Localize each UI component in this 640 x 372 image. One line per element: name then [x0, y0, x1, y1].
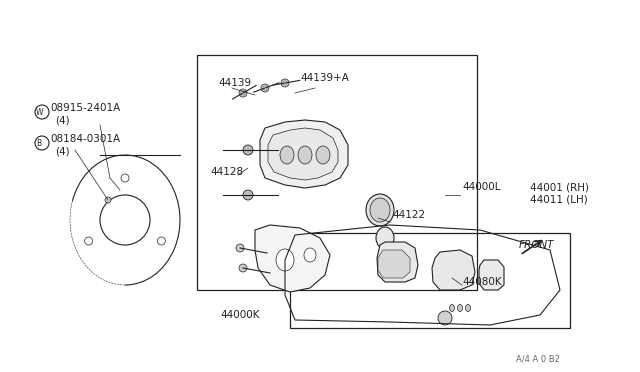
Polygon shape — [255, 225, 330, 292]
Polygon shape — [479, 260, 504, 290]
Text: 44139: 44139 — [218, 78, 251, 88]
Polygon shape — [377, 242, 418, 282]
Text: 44001 (RH): 44001 (RH) — [530, 182, 589, 192]
Polygon shape — [432, 250, 475, 290]
Text: W: W — [35, 108, 43, 116]
Text: 08184-0301A: 08184-0301A — [50, 134, 120, 144]
Ellipse shape — [366, 194, 394, 226]
Text: 44000L: 44000L — [462, 182, 500, 192]
Circle shape — [281, 79, 289, 87]
Ellipse shape — [280, 146, 294, 164]
Text: (4): (4) — [55, 146, 70, 156]
Text: B: B — [36, 138, 42, 148]
Text: 08915-2401A: 08915-2401A — [50, 103, 120, 113]
Ellipse shape — [458, 305, 463, 311]
Circle shape — [239, 264, 247, 272]
Text: A/4 A 0 B2: A/4 A 0 B2 — [516, 355, 560, 364]
Text: 44128: 44128 — [210, 167, 243, 177]
Text: 44139+A: 44139+A — [300, 73, 349, 83]
Ellipse shape — [449, 305, 454, 311]
Ellipse shape — [243, 145, 253, 155]
Text: 44011 (LH): 44011 (LH) — [530, 194, 588, 204]
Ellipse shape — [243, 190, 253, 200]
Ellipse shape — [276, 249, 294, 271]
Polygon shape — [268, 128, 338, 180]
Ellipse shape — [298, 146, 312, 164]
Text: 44122: 44122 — [392, 210, 425, 220]
Bar — [290, 233, 570, 328]
Circle shape — [261, 84, 269, 92]
Circle shape — [105, 197, 111, 203]
Ellipse shape — [316, 146, 330, 164]
Text: 44000K: 44000K — [220, 310, 259, 320]
Circle shape — [283, 81, 287, 85]
Circle shape — [236, 244, 244, 252]
Ellipse shape — [465, 305, 470, 311]
Polygon shape — [260, 120, 348, 188]
Ellipse shape — [376, 227, 394, 249]
Circle shape — [241, 91, 245, 95]
Ellipse shape — [370, 198, 390, 222]
Circle shape — [239, 89, 247, 97]
Text: FRONT: FRONT — [519, 240, 554, 250]
Ellipse shape — [304, 248, 316, 262]
Bar — [197, 55, 477, 290]
Text: (4): (4) — [55, 115, 70, 125]
Polygon shape — [378, 250, 410, 278]
Circle shape — [438, 311, 452, 325]
Text: 44080K: 44080K — [462, 277, 502, 287]
Circle shape — [263, 86, 267, 90]
